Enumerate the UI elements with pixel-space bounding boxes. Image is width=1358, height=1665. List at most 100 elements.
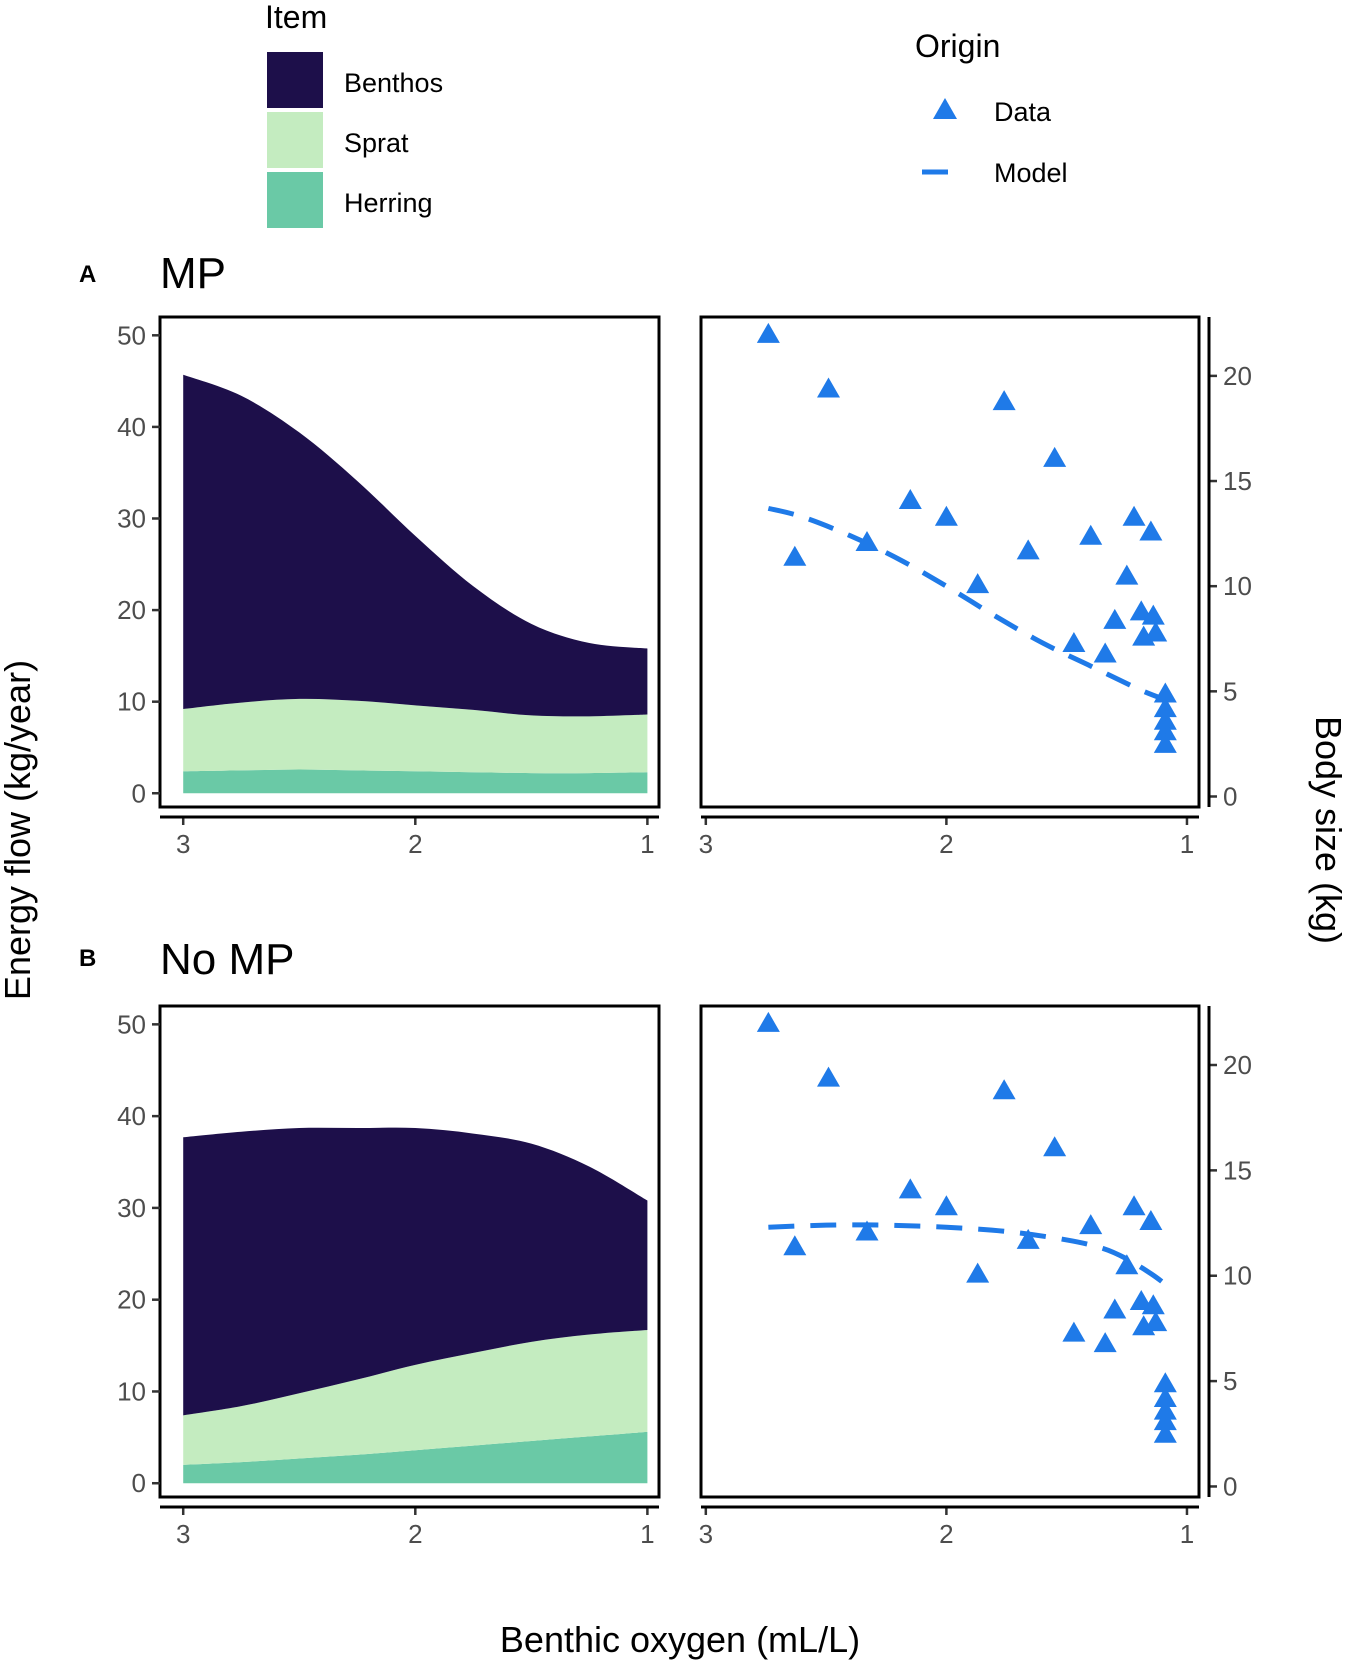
data-point [966,1262,990,1283]
data-point [1153,1422,1177,1443]
y-tick-label: 50 [117,320,146,350]
data-point [1153,697,1177,718]
data-point [1153,1372,1177,1393]
y-tick-label: 40 [117,412,146,442]
model-line-b [768,1222,1167,1287]
data-point [1153,1410,1177,1431]
area-herring-a [183,769,648,794]
legend-label-data: Data [994,97,1052,127]
area-chart-b: 0 10 20 30 40 50 3 2 1 [117,1004,661,1549]
area-sprat-a [183,698,648,774]
data-point [1153,720,1177,741]
y-tick-label: 20 [117,595,146,625]
y-tick-label: 0 [132,778,146,808]
legend-origin: Origin Data Model [915,28,1068,188]
data-point [1122,1195,1146,1216]
y-tick-label: 40 [117,1101,146,1131]
data-point [1129,600,1153,621]
y-right-tick-label: 15 [1223,466,1252,496]
y-axis-title-right: Body size (kg) [1308,716,1349,944]
x-tick-label: 1 [1180,1519,1194,1549]
model-line-a [767,505,1167,703]
data-point [1103,608,1127,629]
x-tick-label: 2 [408,829,422,859]
x-tick-label: 1 [640,829,654,859]
data-point [1153,732,1177,753]
data-point [1079,524,1103,545]
y-tick-label: 10 [117,1376,146,1406]
data-point [992,1079,1016,1100]
panel-letter-b: B [79,945,96,972]
data-point [1139,520,1163,541]
plot-frame-right-b [699,1004,1201,1499]
data-point [783,1235,807,1256]
data-point [1153,1399,1177,1420]
x-tick-label: 1 [640,1519,654,1549]
legend-label-sprat: Sprat [344,128,409,158]
scatter-chart-b: 0 5 10 15 20 3 2 1 [699,1004,1252,1549]
data-point [1103,1298,1127,1319]
y-right-tick-label: 10 [1223,571,1252,601]
plot-frame-right-a [699,315,1201,809]
data-point [1139,1209,1163,1230]
area-sprat-b [183,1329,648,1465]
data-point [934,505,958,526]
data-point [855,531,879,552]
data-point [1062,1321,1086,1342]
x-tick-label: 3 [699,1519,713,1549]
data-point [1153,1386,1177,1407]
x-tick-label: 3 [176,829,190,859]
x-tick-label: 1 [1180,829,1194,859]
data-point [1016,1228,1040,1249]
y-right-tick-label: 0 [1223,781,1237,811]
data-point [1122,505,1146,526]
data-point [1062,631,1086,652]
y-right-tick-label: 5 [1223,676,1237,706]
y-tick-label: 30 [117,503,146,533]
legend-label-model: Model [994,158,1068,188]
data-point [1144,621,1168,642]
data-point [817,377,841,398]
data-point [1115,564,1139,585]
plot-frame-left-a [158,315,661,809]
plot-frame-left-b [158,1004,661,1499]
area-benthos-a [183,374,648,717]
legend-label-benthos: Benthos [344,68,443,98]
data-point [756,322,780,343]
data-point [1016,539,1040,560]
data-point [1141,1294,1165,1315]
x-axis-title: Benthic oxygen (mL/L) [500,1619,860,1660]
data-point [1079,1214,1103,1235]
data-point [898,488,922,509]
y-right-tick-label: 5 [1223,1366,1237,1396]
y-right-tick-label: 20 [1223,361,1252,391]
data-point [1141,604,1165,625]
legend-data-triangle-icon [933,98,957,119]
data-point [817,1066,841,1087]
x-tick-label: 3 [699,829,713,859]
y-tick-label: 30 [117,1193,146,1223]
area-benthos-b [183,1127,648,1416]
data-point [992,390,1016,411]
data-point [1115,1254,1139,1275]
scatter-chart-a: 0 5 10 15 20 3 2 1 [699,315,1252,859]
legend-swatch-sprat [267,112,323,168]
data-point [855,1220,879,1241]
data-point [1153,682,1177,703]
y-tick-label: 20 [117,1285,146,1315]
x-tick-label: 2 [939,829,953,859]
data-point [783,545,807,566]
y-tick-label: 10 [117,687,146,717]
data-point [1129,1290,1153,1311]
area-herring-b [183,1431,648,1484]
panel-title-a: MP [160,249,226,298]
data-point [966,573,990,594]
x-tick-label: 2 [939,1519,953,1549]
x-tick-label: 3 [176,1519,190,1549]
y-right-tick-label: 20 [1223,1050,1252,1080]
y-tick-label: 0 [132,1468,146,1498]
y-right-tick-label: 0 [1223,1471,1237,1501]
data-point [1093,642,1117,663]
area-chart-a: 0 10 20 30 40 50 3 2 1 [117,315,661,859]
